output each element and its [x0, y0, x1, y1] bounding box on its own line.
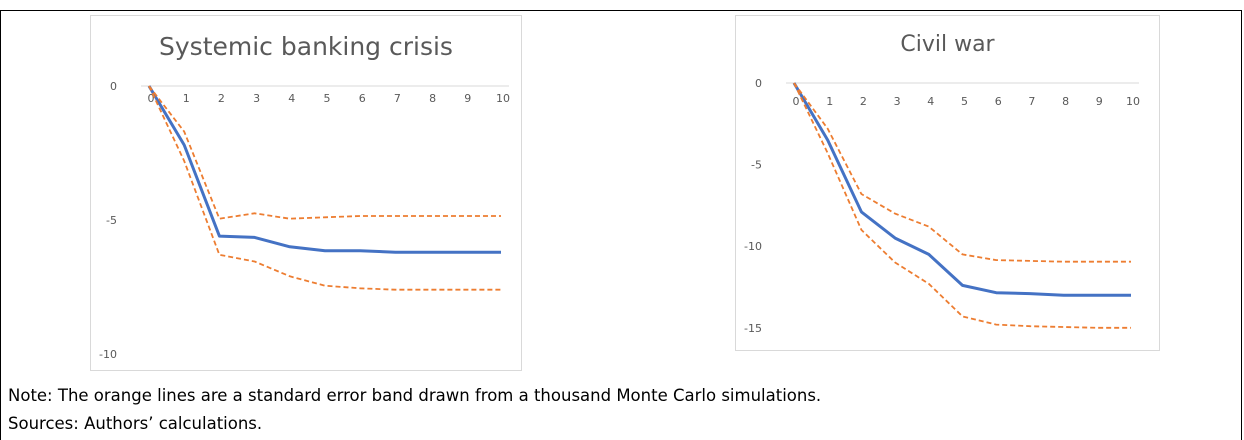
x-tick-label: 5	[961, 95, 968, 108]
x-tick-label: 6	[359, 92, 366, 105]
series-line-lower	[793, 82, 1131, 329]
chart-civil-war: Civil war 0 -5 -10 -15 0 1 2 3 4 5 6 7 8 9 10	[735, 15, 1160, 351]
x-tick-label: 2	[860, 95, 867, 108]
sources-text: Sources: Authors’ calculations.	[8, 414, 263, 433]
x-tick-label: 4	[927, 95, 934, 108]
series-line-upper	[148, 85, 501, 220]
y-tick-label: -15	[744, 322, 762, 335]
x-tick-label: 9	[464, 92, 471, 105]
x-tick-label: 9	[1096, 95, 1103, 108]
x-tick-label: 2	[218, 92, 225, 105]
chart-title: Systemic banking crisis	[159, 32, 453, 61]
series-line-estimate	[792, 82, 1131, 297]
x-tick-label: 0	[148, 92, 155, 105]
x-tick-label: 3	[894, 95, 901, 108]
y-tick-label: -5	[751, 159, 762, 172]
x-tick-label: 10	[1126, 95, 1140, 108]
y-tick-label: 0	[110, 80, 117, 93]
x-tick-label: 8	[429, 92, 436, 105]
chart-title: Civil war	[900, 32, 995, 57]
y-tick-label: 0	[755, 77, 762, 90]
x-tick-label: 7	[1028, 95, 1035, 108]
x-tick-label: 4	[288, 92, 295, 105]
series-line-upper	[793, 82, 1131, 263]
x-tick-label: 5	[324, 92, 331, 105]
series-line-estimate	[147, 85, 501, 254]
x-tick-label: 3	[253, 92, 260, 105]
x-tick-label: 1	[826, 95, 833, 108]
figure-frame	[0, 10, 1242, 440]
x-tick-label: 1	[183, 92, 190, 105]
y-tick-label: -5	[106, 214, 117, 227]
chart-plot: 0 -5 -10 -15 0 1 2 3 4 5 6 7 8 9 10	[744, 77, 1140, 335]
chart-systemic-banking-crisis: Systemic banking crisis 0 -5 -10 0 1 2 3 4 5 6 7 8 9…	[90, 15, 522, 371]
x-tick-label: 0	[793, 95, 800, 108]
x-tick-label: 6	[995, 95, 1002, 108]
y-tick-label: -10	[744, 240, 762, 253]
x-tick-label: 10	[496, 92, 510, 105]
y-tick-label: -10	[99, 348, 117, 361]
series-line-lower	[148, 85, 501, 291]
x-tick-label: 8	[1062, 95, 1069, 108]
x-tick-label: 7	[394, 92, 401, 105]
note-text: Note: The orange lines are a standard er…	[8, 386, 822, 405]
chart-plot: 0 -5 -10 0 1 2 3 4 5 6 7 8 9 10	[99, 80, 510, 361]
